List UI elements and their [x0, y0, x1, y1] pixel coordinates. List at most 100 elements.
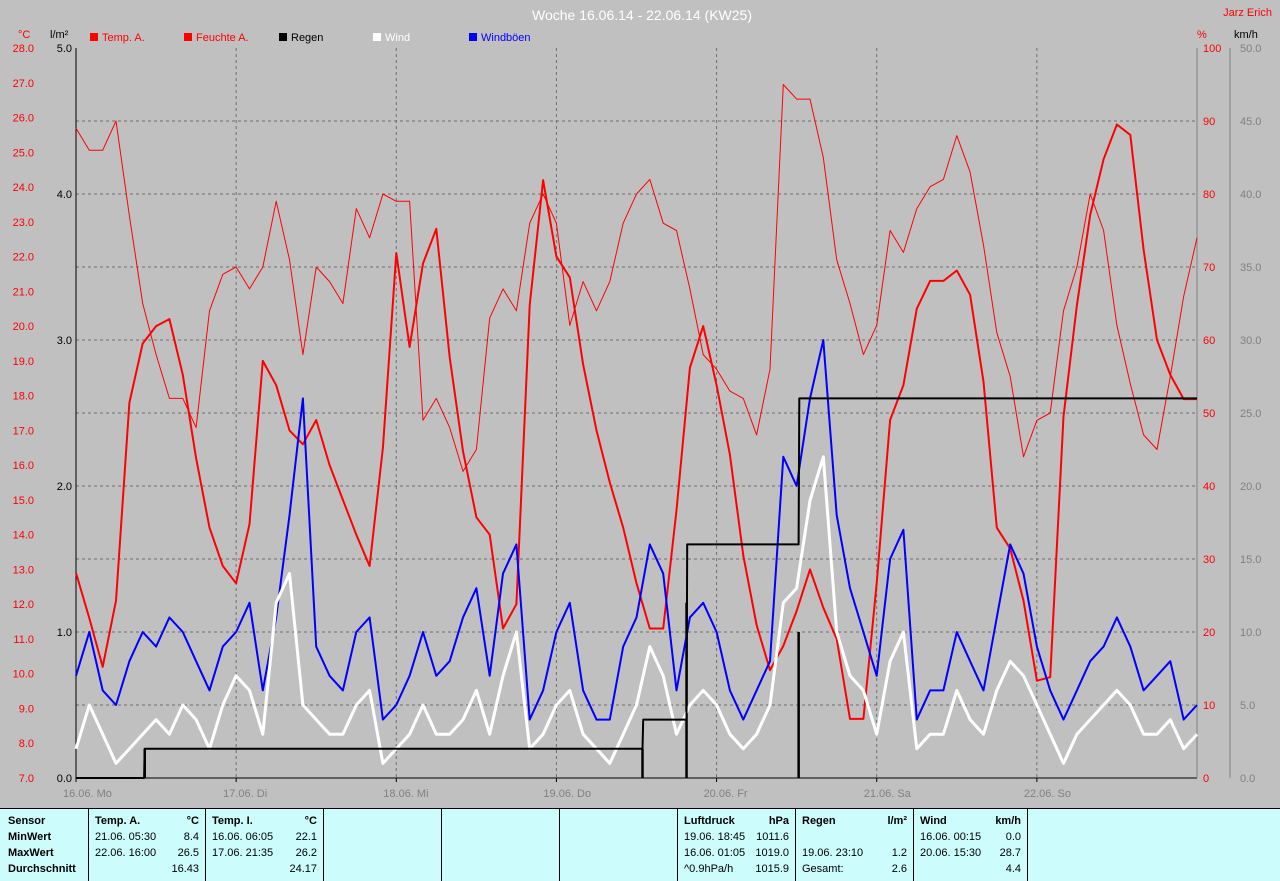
temp-tick-label: 27.0 — [13, 78, 34, 90]
humidity-tick-label: 80 — [1203, 189, 1215, 201]
temp-tick-label: 28.0 — [13, 43, 34, 55]
temp-tick-label: 16.0 — [13, 460, 34, 472]
luftdruck-min-time: 19.06. 18:45 — [684, 831, 746, 843]
temp-axis-unit: °C — [18, 29, 30, 41]
rain-tick-label: 0.0 — [57, 773, 72, 785]
temp-tick-label: 20.0 — [13, 321, 34, 333]
temp-i-max-value: 26.2 — [295, 847, 317, 859]
temp-tick-label: 15.0 — [13, 495, 34, 507]
temp-a-cell: Temp. A. °C 21.06. 05:30 8.4 22.06. 16:00 2… — [89, 809, 206, 881]
wind-cell: Wind km/h 16.06. 00:15 0.0 20.06. 15:30 28.… — [914, 809, 1028, 881]
wind-tick-label: 5.0 — [1240, 700, 1255, 712]
temp-a-min-time: 21.06. 05:30 — [95, 831, 157, 843]
humidity-tick-label: 60 — [1203, 335, 1215, 347]
series-line-windböen — [75, 339, 1198, 721]
empty-cell-1 — [324, 809, 442, 881]
legend-swatch — [279, 33, 287, 41]
temp-tick-label: 23.0 — [13, 217, 34, 229]
humidity-tick-label: 90 — [1203, 116, 1215, 128]
temp-tick-label: 10.0 — [13, 669, 34, 681]
temp-tick-label: 14.0 — [13, 530, 34, 542]
humidity-tick-label: 10 — [1203, 700, 1215, 712]
wind-avg-value: 4.4 — [1005, 863, 1021, 875]
maxwert-label: MaxWert — [8, 847, 54, 859]
humidity-tick-label: 100 — [1203, 43, 1221, 55]
temp-tick-label: 13.0 — [13, 564, 34, 576]
temp-i-max-time: 17.06. 21:35 — [212, 847, 274, 859]
luftdruck-title: Luftdruck — [684, 815, 735, 827]
temp-tick-label: 7.0 — [19, 773, 34, 785]
wind-max-value: 28.7 — [999, 847, 1021, 859]
sensor-title: Sensor — [8, 815, 46, 827]
legend-label: Windböen — [481, 32, 531, 44]
minwert-label: MinWert — [8, 831, 52, 843]
temp-tick-label: 18.0 — [13, 391, 34, 403]
sensor-cell: Sensor MinWert MaxWert Durchschnitt — [0, 809, 89, 881]
humidity-tick-label: 50 — [1203, 408, 1215, 420]
humidity-axis-unit: % — [1197, 29, 1207, 41]
humidity-tick-label: 30 — [1203, 554, 1215, 566]
temp-i-cell: Temp. I. °C 16.06. 06:05 22.1 17.06. 21:35… — [206, 809, 324, 881]
legend-label: Temp. A. — [102, 32, 145, 44]
luftdruck-trend: ^0.9hPa/h — [684, 863, 734, 875]
wind-tick-label: 40.0 — [1240, 189, 1261, 201]
wind-tick-label: 20.0 — [1240, 481, 1261, 493]
luftdruck-avg-value: 1015.9 — [755, 863, 789, 875]
series-line-feuchte-a — [75, 84, 1198, 472]
wind-axis-unit: km/h — [1234, 29, 1258, 41]
luftdruck-unit: hPa — [768, 815, 789, 827]
temp-a-title: Temp. A. — [95, 815, 141, 827]
luftdruck-cell: Luftdruck hPa 19.06. 18:45 1011.6 16.06. 0… — [678, 809, 796, 881]
temp-a-unit: °C — [186, 815, 199, 827]
legend-swatch — [90, 33, 98, 41]
temp-i-avg-value: 24.17 — [289, 863, 317, 875]
wind-tick-label: 25.0 — [1240, 408, 1261, 420]
temp-a-avg-value: 16.43 — [171, 863, 199, 875]
wind-unit: km/h — [995, 815, 1021, 827]
temp-tick-label: 24.0 — [13, 182, 34, 194]
rain-tick-label: 3.0 — [57, 335, 72, 347]
legend-swatch — [373, 33, 381, 41]
luftdruck-min-value: 1011.6 — [756, 831, 789, 843]
legend-swatch — [184, 33, 192, 41]
wind-max-time: 20.06. 15:30 — [920, 847, 982, 859]
temp-tick-label: 21.0 — [13, 286, 34, 298]
humidity-tick-label: 70 — [1203, 262, 1215, 274]
wind-title: Wind — [920, 815, 947, 827]
rain-axis-unit: l/m² — [50, 29, 69, 41]
legend-label: Regen — [291, 32, 323, 44]
temp-tick-label: 8.0 — [19, 738, 34, 750]
series-line-wind — [74, 455, 1199, 765]
temp-tick-label: 12.0 — [13, 599, 34, 611]
rain-tick-label: 1.0 — [57, 627, 72, 639]
regen-cell: Regen l/m² 19.06. 23:10 1.2 Gesamt: 2.6 — [796, 809, 914, 881]
temp-i-unit: °C — [304, 815, 317, 827]
legend-swatch — [469, 33, 477, 41]
regen-unit: l/m² — [887, 815, 907, 827]
x-tick-label: 21.06. Sa — [864, 788, 912, 800]
x-tick-label: 19.06. Do — [543, 788, 591, 800]
regen-total-label: Gesamt: — [802, 863, 844, 875]
x-tick-label: 20.06. Fr — [704, 788, 748, 800]
wind-tick-label: 30.0 — [1240, 335, 1261, 347]
rain-tick-label: 2.0 — [57, 481, 72, 493]
luftdruck-max-time: 16.06. 01:05 — [684, 847, 746, 859]
temp-i-min-time: 16.06. 06:05 — [212, 831, 274, 843]
temp-i-min-value: 22.1 — [295, 831, 317, 843]
wind-tick-label: 45.0 — [1240, 116, 1261, 128]
regen-max-value: 1.2 — [891, 847, 907, 859]
legend-label: Wind — [385, 32, 410, 44]
rain-tick-label: 5.0 — [57, 43, 72, 55]
humidity-tick-label: 40 — [1203, 481, 1215, 493]
rain-tick-label: 4.0 — [57, 189, 72, 201]
wind-tick-label: 10.0 — [1240, 627, 1261, 639]
legend: Temp. A. Feuchte A. Regen Wind Windböen — [90, 32, 531, 44]
temp-tick-label: 22.0 — [13, 252, 34, 264]
wind-tick-label: 50.0 — [1240, 43, 1261, 55]
wind-tick-label: 0.0 — [1240, 773, 1255, 785]
x-tick-label: 16.06. Mo — [63, 788, 112, 800]
empty-cell-2 — [442, 809, 560, 881]
wind-min-time: 16.06. 00:15 — [920, 831, 982, 843]
wind-tick-label: 35.0 — [1240, 262, 1261, 274]
weather-chart: 28.0 27.0 26.0 25.0 24.0 23.0 22.0 21.0 20.0 19.0… — [12, 7, 1272, 800]
